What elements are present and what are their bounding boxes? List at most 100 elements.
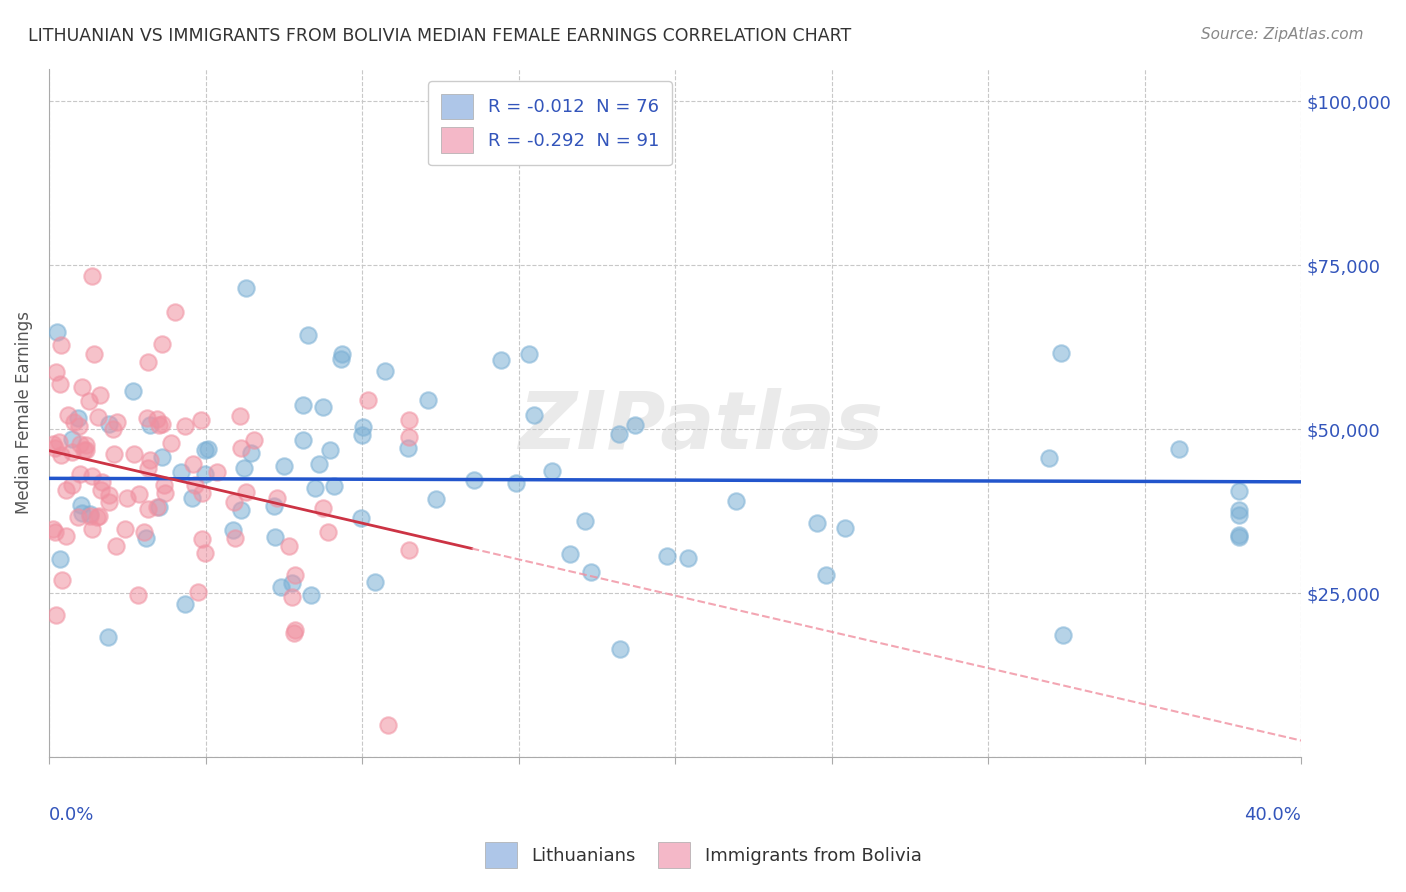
Point — [55, 483, 77, 498]
Point — [60, 445, 83, 459]
Point — [235, 485, 257, 500]
Point — [82, 469, 104, 483]
Point — [101, 422, 124, 436]
Point — [148, 417, 170, 432]
Point — [505, 476, 527, 491]
Text: 40.0%: 40.0% — [1244, 805, 1302, 823]
Point — [1227, 527, 1250, 541]
Point — [364, 575, 387, 590]
Point — [264, 530, 287, 544]
Point — [676, 551, 699, 566]
Point — [222, 523, 245, 537]
Point — [263, 499, 285, 513]
Point — [330, 351, 353, 366]
Point — [128, 486, 150, 500]
Point — [152, 478, 174, 492]
Point — [398, 542, 420, 557]
Point — [181, 457, 204, 471]
Point — [316, 524, 339, 539]
Point — [350, 427, 373, 442]
Point — [283, 625, 305, 640]
Point — [284, 623, 307, 637]
Point — [90, 483, 112, 498]
Point — [815, 568, 838, 582]
Point — [284, 567, 307, 582]
Point — [89, 388, 111, 402]
Text: 0.0%: 0.0% — [49, 805, 94, 823]
Point — [373, 364, 395, 378]
Point — [377, 717, 399, 731]
Point — [194, 467, 217, 481]
Point — [398, 429, 420, 443]
Point — [67, 419, 90, 434]
Point — [1227, 508, 1250, 523]
Point — [1167, 442, 1189, 456]
Point — [82, 268, 104, 283]
Point — [304, 481, 326, 495]
Point — [224, 531, 246, 545]
Point — [155, 486, 177, 500]
Text: Source: ZipAtlas.com: Source: ZipAtlas.com — [1201, 27, 1364, 42]
Point — [299, 589, 322, 603]
Point — [122, 384, 145, 398]
Point — [350, 511, 373, 525]
Point — [146, 500, 169, 514]
Point — [174, 597, 197, 611]
Point — [277, 540, 299, 554]
Point — [124, 447, 146, 461]
Point — [127, 588, 149, 602]
Legend: R = -0.012  N = 76, R = -0.292  N = 91: R = -0.012 N = 76, R = -0.292 N = 91 — [427, 81, 672, 166]
Point — [114, 522, 136, 536]
Point — [540, 464, 562, 478]
Point — [517, 347, 540, 361]
Point — [163, 305, 186, 319]
Y-axis label: Median Female Earnings: Median Female Earnings — [15, 311, 32, 515]
Point — [103, 448, 125, 462]
Point — [46, 325, 69, 339]
Point — [463, 473, 485, 487]
Point — [312, 401, 335, 415]
Point — [297, 327, 319, 342]
Point — [560, 548, 582, 562]
Point — [83, 347, 105, 361]
Point — [42, 522, 65, 536]
Point — [318, 442, 340, 457]
Point — [190, 412, 212, 426]
Point — [136, 411, 159, 425]
Point — [623, 417, 645, 432]
Point — [135, 532, 157, 546]
Point — [132, 525, 155, 540]
Point — [357, 393, 380, 408]
Point — [49, 377, 72, 392]
Point — [834, 520, 856, 534]
Point — [86, 509, 108, 524]
Point — [194, 546, 217, 560]
Point — [69, 498, 91, 512]
Point — [607, 427, 630, 442]
Point — [49, 448, 72, 462]
Point — [291, 398, 314, 412]
Point — [224, 495, 246, 509]
Point — [146, 411, 169, 425]
Point — [240, 446, 263, 460]
Point — [233, 460, 256, 475]
Point — [725, 494, 748, 508]
Point — [229, 441, 252, 455]
Point — [194, 443, 217, 458]
Point — [69, 467, 91, 481]
Point — [42, 437, 65, 451]
Point — [1038, 451, 1060, 466]
Point — [79, 508, 101, 523]
Point — [89, 509, 111, 524]
Point — [190, 485, 212, 500]
Point — [139, 418, 162, 433]
Point — [60, 478, 83, 492]
Point — [1227, 530, 1250, 544]
Point — [97, 495, 120, 509]
Point — [66, 510, 89, 524]
Text: ZIPatlas: ZIPatlas — [517, 388, 883, 466]
Point — [150, 337, 173, 351]
Point — [281, 590, 304, 604]
Point — [398, 412, 420, 426]
Point — [187, 584, 209, 599]
